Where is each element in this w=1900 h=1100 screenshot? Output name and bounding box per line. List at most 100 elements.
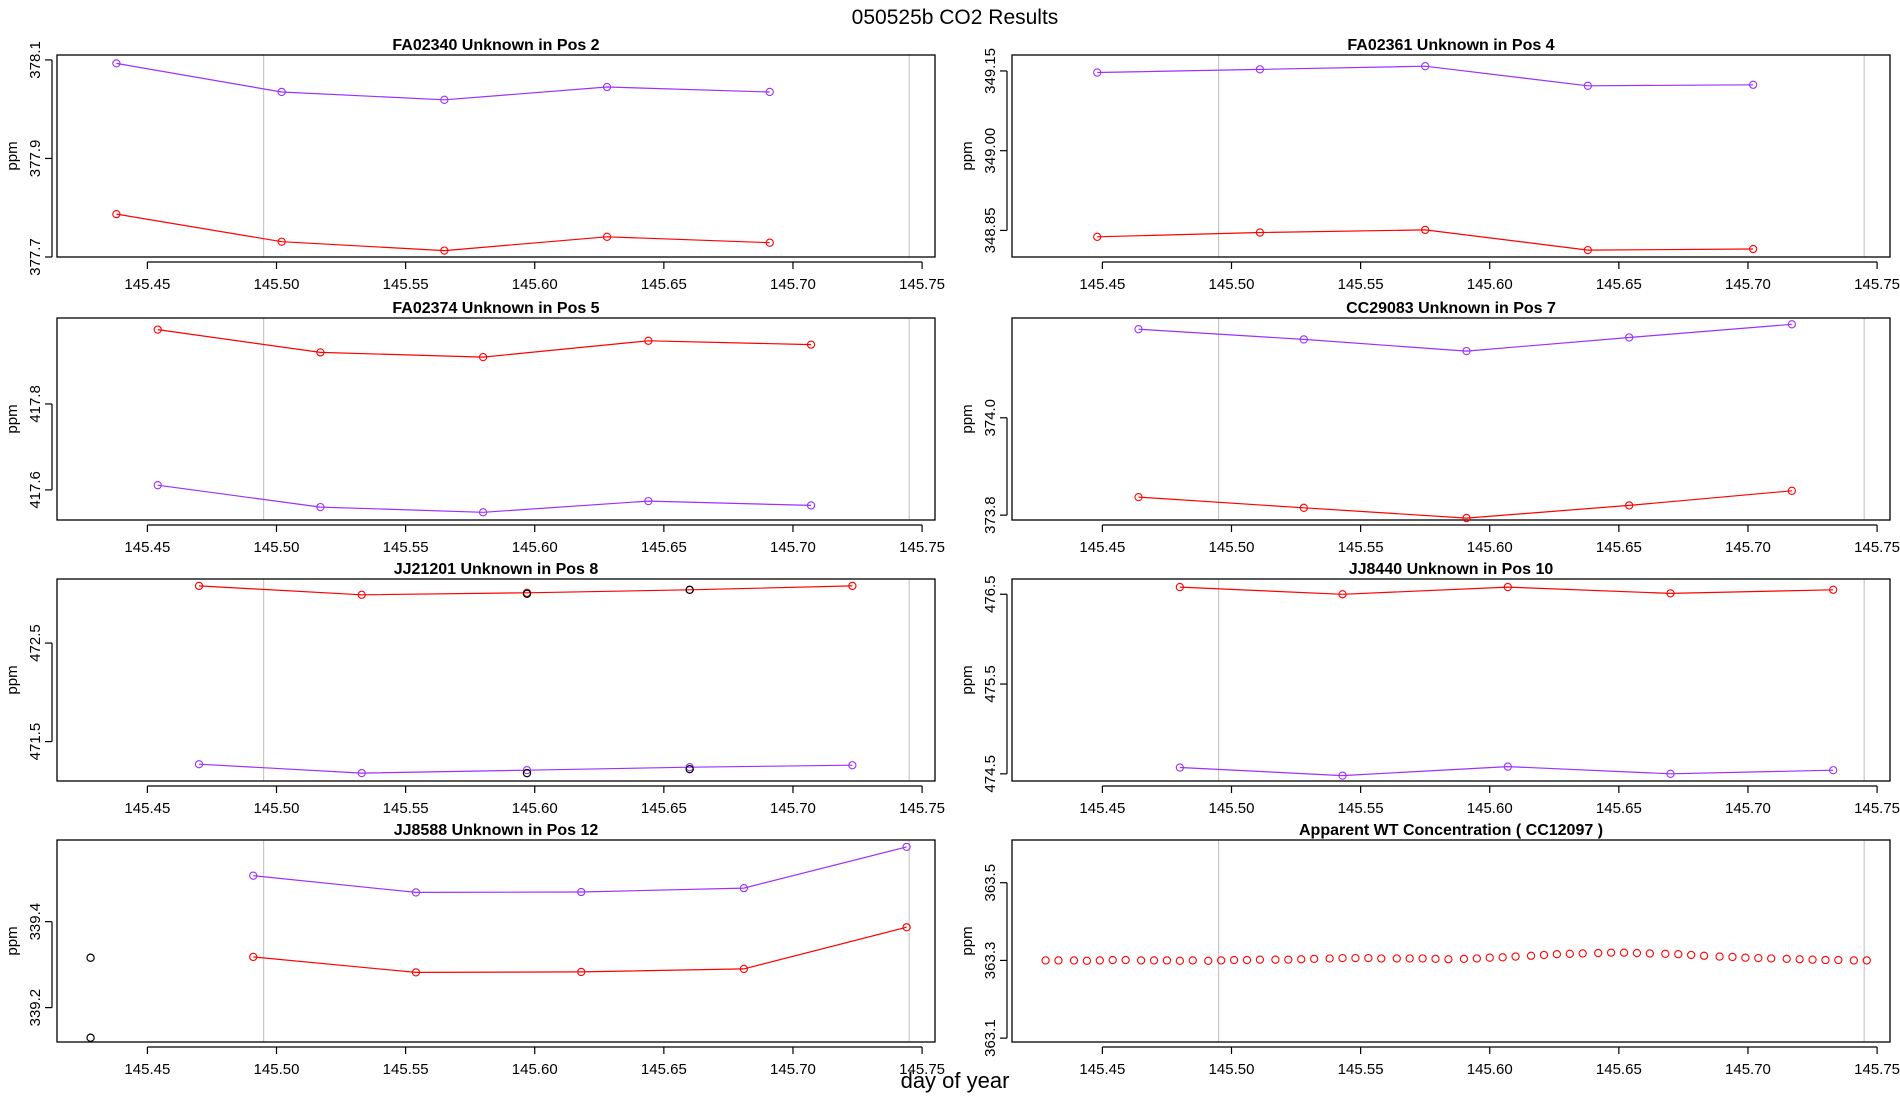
y-tick-label: 476.5 xyxy=(982,575,999,613)
x-tick-label: 145.70 xyxy=(770,800,816,817)
y-tick-label: 374.0 xyxy=(982,399,999,437)
data-point xyxy=(316,348,325,357)
data-point xyxy=(806,501,816,510)
series-line-upper xyxy=(198,585,853,596)
data-point xyxy=(1787,486,1797,495)
data-point xyxy=(1095,956,1104,965)
data-point xyxy=(1297,955,1306,964)
data-point xyxy=(848,761,857,770)
y-tick-label: 349.15 xyxy=(982,48,999,94)
data-point xyxy=(1271,955,1280,964)
data-point xyxy=(1108,955,1117,965)
data-point xyxy=(478,352,488,362)
data-point xyxy=(1795,955,1804,964)
data-point xyxy=(1175,582,1185,592)
y-tick-label: 417.6 xyxy=(27,471,44,509)
data-point xyxy=(1862,956,1871,965)
x-tick-label: 145.75 xyxy=(1854,539,1900,556)
chart-panel-1: FA02340 Unknown in Pos 2 ppm 145.45 145.50 1… xyxy=(4,37,945,293)
series-line-lower xyxy=(1097,229,1754,251)
data-point xyxy=(1661,949,1670,958)
data-point xyxy=(644,496,653,506)
data-point xyxy=(1834,955,1843,965)
panel-title: CC29083 Unknown in Pos 7 xyxy=(1346,300,1556,317)
data-point xyxy=(112,209,121,219)
data-point xyxy=(644,336,653,345)
data-point xyxy=(112,59,121,68)
y-tick-label: 363.5 xyxy=(982,864,999,902)
x-tick-label: 145.45 xyxy=(1079,539,1125,556)
data-point xyxy=(1421,62,1430,71)
x-tick-label: 145.55 xyxy=(1338,539,1384,556)
x-tick-label: 145.50 xyxy=(1209,800,1255,817)
y-tick-label: 378.1 xyxy=(27,41,44,79)
y-tick-label: 363.3 xyxy=(982,942,999,980)
data-point xyxy=(1364,953,1373,963)
data-point xyxy=(1284,955,1293,964)
chart-panel-7: JJ8588 Unknown in Pos 12 ppm 145.45 145.50 1… xyxy=(4,822,945,1078)
data-point xyxy=(1242,955,1252,965)
x-tick-label: 145.70 xyxy=(770,539,816,556)
x-tick-label: 145.70 xyxy=(770,1061,816,1078)
y-tick-label: 348.85 xyxy=(982,207,999,253)
series-line-lower xyxy=(116,213,770,252)
data-point xyxy=(1377,954,1386,963)
outlier-point xyxy=(86,953,95,962)
data-point xyxy=(1748,244,1758,254)
x-tick-label: 145.55 xyxy=(383,539,429,556)
x-tick-label: 145.45 xyxy=(124,539,170,556)
y-tick-label: 339.2 xyxy=(27,989,44,1027)
data-point xyxy=(806,340,816,349)
data-point xyxy=(1503,762,1512,771)
x-tick-label: 145.60 xyxy=(1467,276,1513,293)
data-point xyxy=(522,766,532,775)
data-point xyxy=(1462,346,1471,356)
data-point xyxy=(277,87,286,97)
data-point xyxy=(1121,955,1130,965)
y-axis-label: ppm xyxy=(4,404,21,433)
data-point xyxy=(1754,953,1763,963)
data-point xyxy=(1666,769,1675,778)
y-tick-label: 377.9 xyxy=(27,140,44,178)
data-point xyxy=(902,923,911,932)
y-axis-label: ppm xyxy=(4,141,21,170)
data-point xyxy=(194,581,204,591)
x-tick-label: 145.55 xyxy=(1338,800,1384,817)
data-point xyxy=(1069,956,1079,965)
data-point xyxy=(1787,320,1797,329)
x-tick-label: 145.60 xyxy=(512,1061,558,1078)
x-tick-label: 145.75 xyxy=(1854,276,1900,293)
y-tick-label: 417.8 xyxy=(27,385,44,423)
series-line-upper xyxy=(1179,586,1834,595)
data-point xyxy=(1255,228,1265,237)
data-point xyxy=(1645,949,1654,958)
x-tick-label: 145.55 xyxy=(1338,276,1384,293)
chart-panel-8: Apparent WT Concentration ( CC12097 ) ppm… xyxy=(959,822,1900,1078)
data-point xyxy=(1767,954,1776,963)
x-tick-label: 145.70 xyxy=(1725,800,1771,817)
data-point xyxy=(1594,948,1603,958)
data-point xyxy=(1093,232,1102,241)
outlier-point xyxy=(522,589,532,598)
data-point xyxy=(357,768,366,778)
data-point xyxy=(440,95,449,104)
x-tick-label: 145.50 xyxy=(1209,276,1255,293)
data-point xyxy=(1082,956,1092,965)
data-point xyxy=(1204,956,1213,965)
x-tick-label: 145.55 xyxy=(1338,1061,1384,1078)
outlier-point xyxy=(685,764,694,774)
outlier-point xyxy=(685,585,694,595)
x-tick-label: 145.50 xyxy=(1209,539,1255,556)
x-tick-label: 145.55 xyxy=(383,1061,429,1078)
data-point xyxy=(1472,954,1481,963)
data-point xyxy=(1578,949,1587,958)
data-point xyxy=(1849,956,1858,965)
data-point xyxy=(1462,513,1471,523)
data-point xyxy=(1309,954,1319,964)
data-point xyxy=(194,760,204,769)
data-point xyxy=(1338,953,1347,963)
series-line-upper xyxy=(1097,65,1754,87)
data-point xyxy=(1431,954,1440,964)
data-point xyxy=(1149,956,1159,965)
data-point xyxy=(1498,953,1507,962)
